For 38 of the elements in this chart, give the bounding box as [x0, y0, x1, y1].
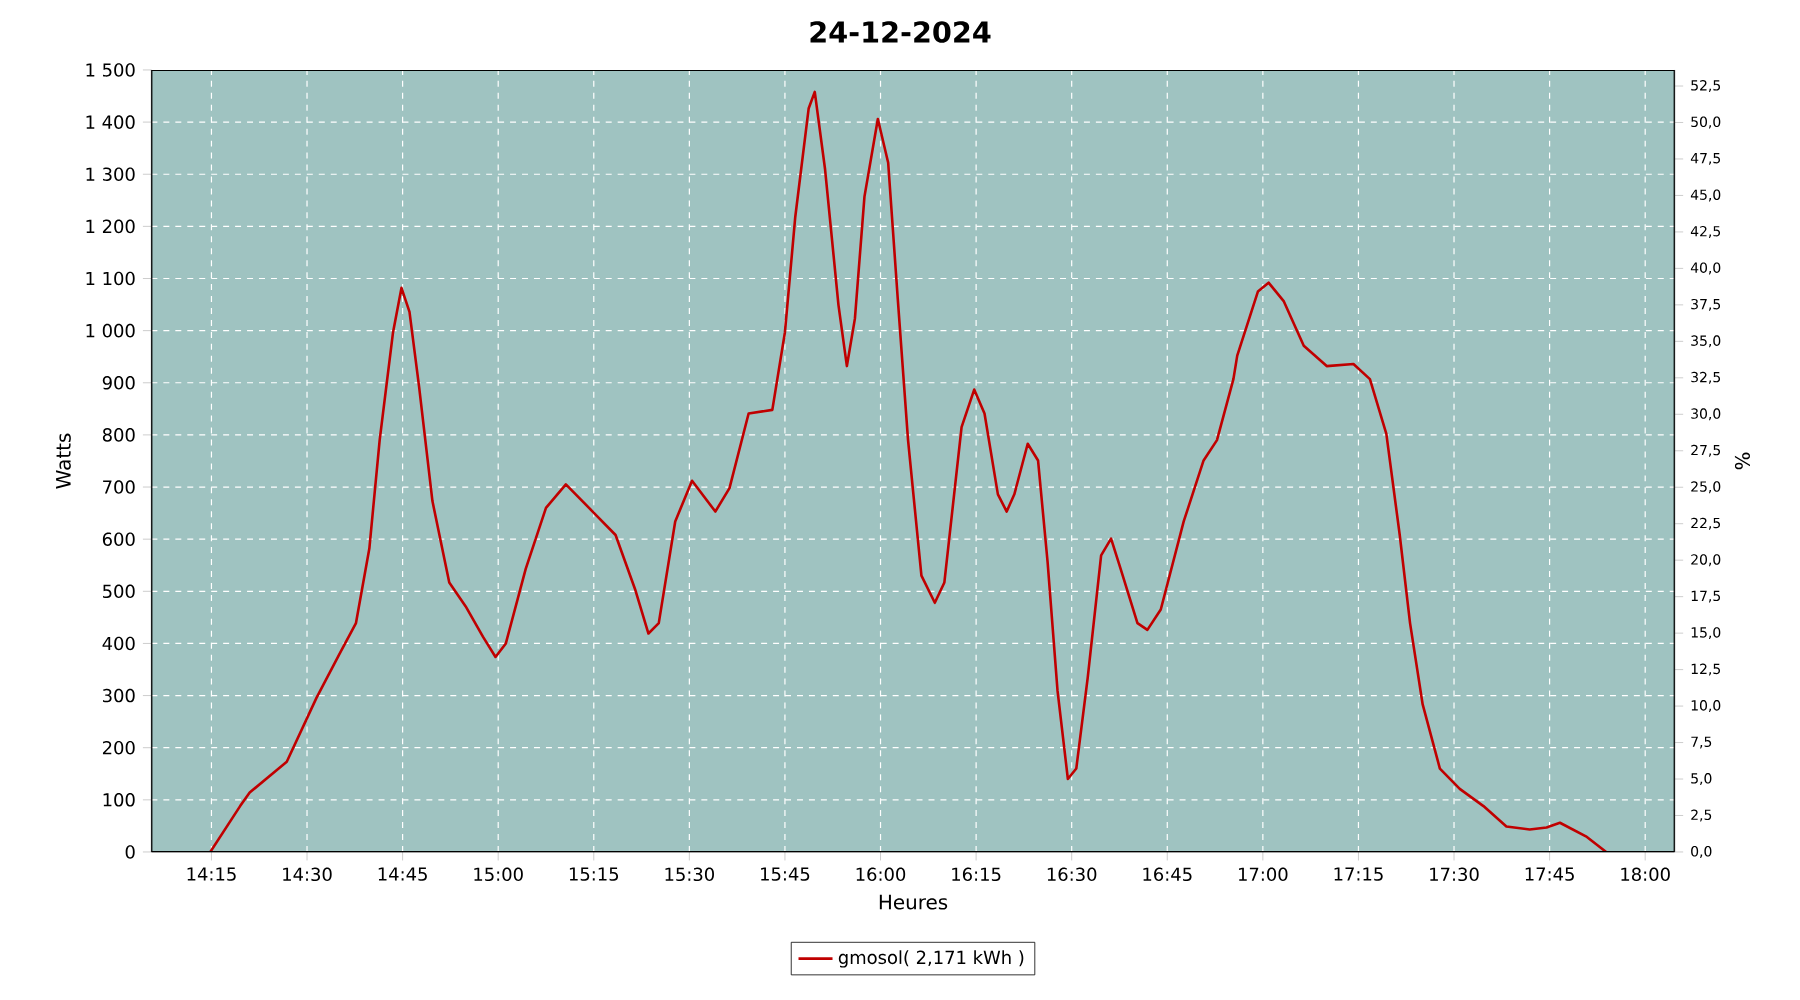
x-axis-title: Heures [879, 894, 948, 910]
y-tick-label: 1 500 [86, 63, 135, 77]
x-tick-label: 16:30 [1047, 867, 1097, 882]
y-tick-label: 1 000 [86, 323, 135, 338]
x-tick-label: 17:00 [1238, 867, 1288, 882]
x-tick-label: 18:00 [1621, 867, 1670, 882]
x-tick-label: 15:00 [474, 867, 523, 882]
y-tick-label: 1 400 [86, 115, 135, 129]
x-tick-label: 16:00 [856, 867, 906, 882]
line-series [209, 90, 1608, 852]
x-tick-label: 17:30 [1430, 867, 1479, 882]
x-tick-label: 15:15 [569, 867, 619, 881]
y-tick-label: 800 [102, 428, 135, 442]
y-tick-label: 1 200 [86, 219, 135, 234]
y-tick-label: 1 300 [86, 167, 135, 182]
x-tick-label: 15:30 [665, 867, 714, 882]
x-tick-label: 14:15 [187, 867, 236, 881]
y-tick-label: 600 [102, 532, 135, 546]
y-tick-label: 0 [125, 845, 135, 859]
y-tick-label: 100 [103, 793, 135, 807]
legend-label: gmosol( 2,171 kWh ) [838, 950, 1024, 968]
y-tick-label: 200 [102, 740, 135, 755]
x-tick-label: 14:30 [283, 867, 332, 882]
y-tick-label: 700 [103, 480, 135, 494]
x-tick-label: 16:45 [1143, 867, 1192, 882]
x-tick-label: 14:45 [378, 867, 427, 881]
x-tick-label: 16:15 [952, 867, 1001, 882]
x-tick-label: 17:15 [1334, 867, 1383, 881]
y-tick-label: 400 [102, 636, 135, 651]
x-tick-label: 15:45 [761, 867, 810, 881]
y-tick-label: 900 [102, 375, 135, 390]
y2-axis-title: % [1734, 452, 1750, 470]
y-tick-label: 1 100 [86, 271, 135, 286]
chart-title: 24-12-2024 [810, 21, 991, 43]
y-tick-label: 300 [103, 688, 135, 703]
y-axis-title: Watts [56, 433, 71, 489]
y-tick-label: 500 [103, 584, 135, 599]
x-tick-label: 17:45 [1525, 867, 1574, 881]
